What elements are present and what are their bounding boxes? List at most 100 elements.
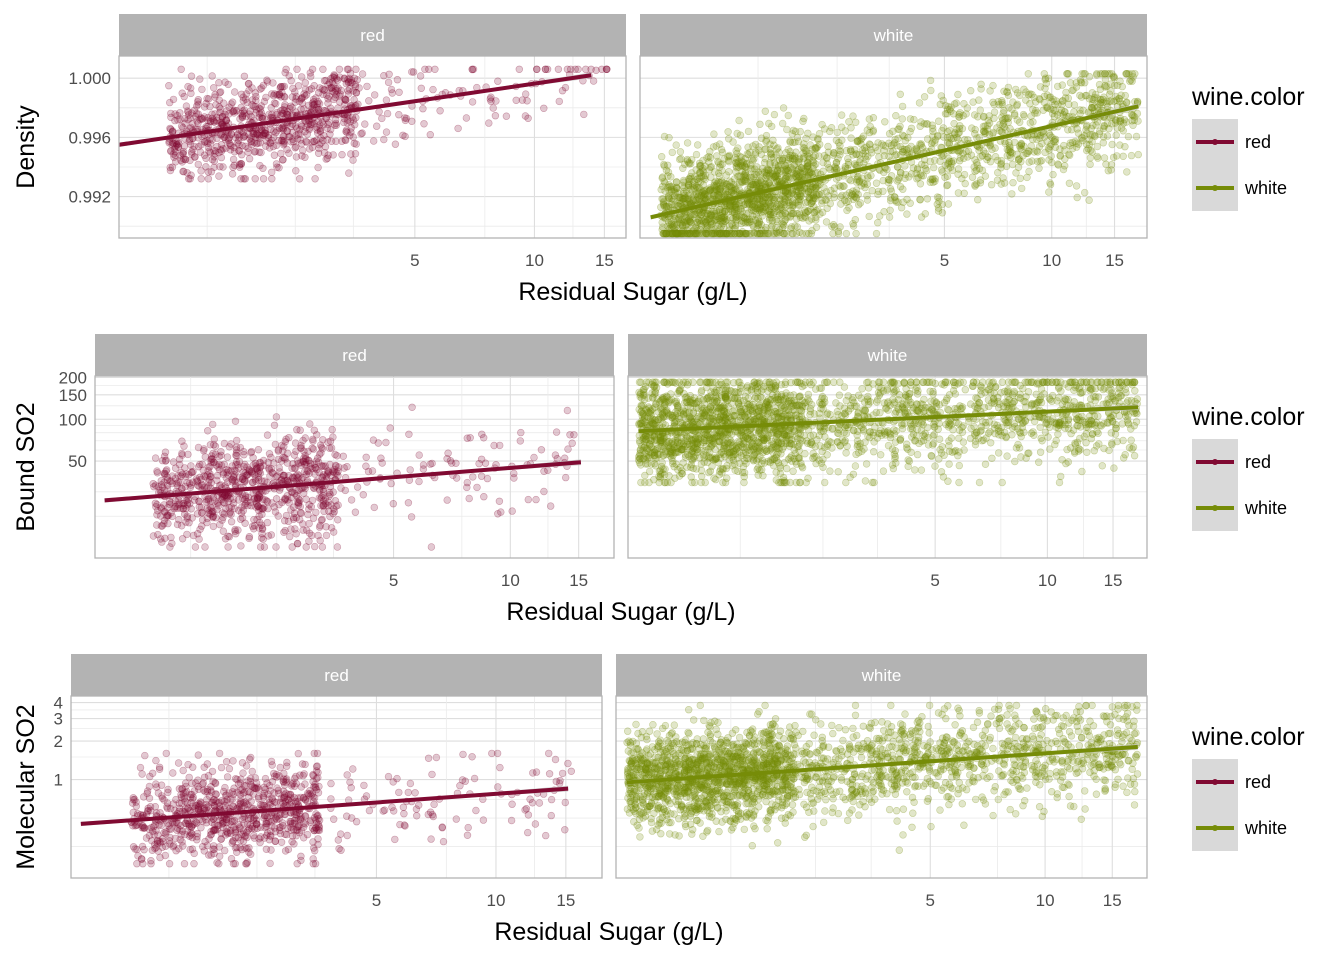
data-point bbox=[302, 543, 310, 551]
data-point bbox=[237, 175, 245, 183]
data-point bbox=[1084, 145, 1092, 153]
x-tick-label: 15 bbox=[595, 251, 614, 270]
data-point bbox=[975, 478, 984, 487]
data-point bbox=[279, 82, 287, 91]
data-point bbox=[1057, 106, 1066, 114]
data-point bbox=[709, 143, 718, 151]
data-point bbox=[175, 140, 183, 148]
data-point bbox=[335, 92, 344, 100]
data-point bbox=[303, 138, 311, 146]
data-point bbox=[518, 96, 526, 104]
data-point bbox=[332, 121, 341, 129]
data-point bbox=[1004, 118, 1012, 127]
data-point bbox=[336, 90, 344, 98]
data-point bbox=[793, 170, 801, 178]
data-point bbox=[257, 148, 265, 157]
data-point bbox=[301, 434, 309, 442]
data-point bbox=[861, 183, 869, 192]
data-point bbox=[206, 117, 215, 126]
data-point bbox=[313, 103, 321, 112]
data-point bbox=[968, 124, 976, 132]
data-point bbox=[345, 74, 354, 83]
data-point bbox=[227, 517, 236, 526]
data-point bbox=[194, 119, 202, 128]
data-point bbox=[878, 140, 886, 148]
data-point bbox=[678, 229, 687, 238]
data-point bbox=[785, 202, 793, 210]
data-point bbox=[558, 86, 567, 95]
data-point bbox=[395, 88, 403, 97]
data-point bbox=[468, 98, 477, 106]
data-point bbox=[921, 161, 929, 169]
data-point bbox=[852, 178, 861, 186]
data-point bbox=[270, 99, 279, 107]
data-point bbox=[240, 501, 249, 510]
data-point bbox=[391, 140, 400, 148]
data-point bbox=[1076, 109, 1084, 118]
data-point bbox=[875, 212, 884, 220]
data-point bbox=[200, 151, 209, 159]
data-point bbox=[321, 143, 330, 151]
data-point bbox=[943, 109, 951, 118]
data-point bbox=[339, 452, 347, 460]
facet-strip-label: red bbox=[342, 346, 367, 365]
data-point bbox=[1043, 104, 1052, 113]
data-point bbox=[740, 214, 748, 222]
data-point bbox=[865, 115, 873, 123]
data-point bbox=[347, 496, 356, 504]
data-point bbox=[277, 149, 285, 158]
data-point bbox=[755, 217, 763, 226]
data-point bbox=[1035, 94, 1044, 103]
data-point bbox=[312, 94, 320, 102]
data-point bbox=[1046, 180, 1055, 189]
x-tick-label: 5 bbox=[940, 251, 949, 270]
data-point bbox=[864, 152, 872, 161]
data-point bbox=[788, 188, 797, 196]
data-point bbox=[849, 112, 857, 120]
data-point bbox=[229, 155, 238, 164]
data-point bbox=[971, 156, 979, 164]
data-point bbox=[209, 507, 217, 516]
data-point bbox=[1036, 157, 1044, 166]
data-point bbox=[886, 185, 895, 193]
data-point bbox=[706, 184, 714, 192]
data-point bbox=[185, 175, 193, 183]
data-point bbox=[327, 84, 335, 92]
data-point bbox=[230, 107, 238, 115]
data-point bbox=[698, 164, 707, 172]
data-point bbox=[546, 502, 555, 510]
data-point bbox=[326, 490, 334, 499]
data-point bbox=[332, 119, 340, 128]
data-point bbox=[196, 525, 204, 533]
data-point bbox=[803, 198, 812, 206]
data-point bbox=[344, 78, 352, 87]
data-point bbox=[227, 130, 236, 138]
data-point bbox=[223, 466, 231, 474]
data-point bbox=[854, 201, 863, 209]
data-point bbox=[292, 447, 300, 455]
data-point bbox=[417, 84, 425, 93]
data-point bbox=[293, 124, 301, 132]
data-point bbox=[416, 72, 425, 80]
y-tick-label: 0.992 bbox=[68, 188, 111, 207]
data-point bbox=[723, 229, 731, 238]
data-point bbox=[307, 120, 315, 129]
data-point bbox=[215, 452, 223, 461]
data-point bbox=[164, 504, 172, 512]
data-point bbox=[178, 522, 186, 530]
data-point bbox=[811, 145, 819, 153]
data-point bbox=[687, 218, 695, 227]
data-point bbox=[772, 229, 781, 237]
data-point bbox=[178, 122, 186, 131]
data-point bbox=[1015, 142, 1024, 150]
data-point bbox=[349, 156, 357, 164]
data-point bbox=[665, 194, 673, 202]
data-point bbox=[955, 461, 963, 470]
data-point bbox=[553, 455, 561, 463]
data-point bbox=[885, 175, 893, 184]
data-point bbox=[292, 530, 300, 538]
data-point bbox=[1053, 82, 1062, 91]
data-point bbox=[352, 140, 360, 148]
data-point bbox=[337, 86, 345, 95]
data-point bbox=[275, 90, 283, 99]
